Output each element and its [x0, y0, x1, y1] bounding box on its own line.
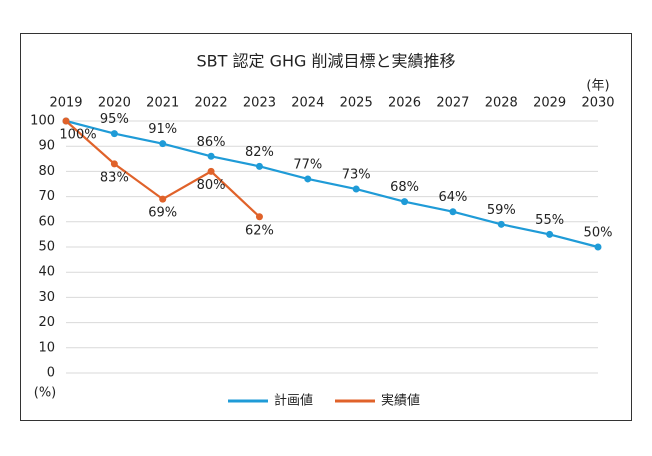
data-label: 91% [148, 122, 177, 137]
data-label: 73% [342, 168, 371, 183]
data-point [110, 160, 118, 168]
frame [20, 33, 632, 421]
x-tick-label: 2023 [243, 96, 276, 111]
data-point [255, 162, 263, 170]
data-point [304, 175, 312, 183]
data-label: 83% [100, 170, 129, 185]
data-label: 55% [535, 213, 564, 228]
x-unit: (年) [586, 79, 609, 94]
data-label: 59% [487, 203, 516, 218]
data-label: 82% [245, 145, 274, 160]
data-label: 62% [245, 223, 274, 238]
y-tick-label: 100 [30, 114, 55, 129]
y-tick-label: 60 [38, 214, 55, 229]
data-point [207, 152, 215, 160]
y-tick-label: 50 [38, 240, 55, 255]
x-tick-label: 2021 [146, 96, 179, 111]
data-point [594, 243, 602, 251]
x-tick-label: 2022 [195, 96, 228, 111]
data-label: 95% [100, 112, 129, 127]
y-tick-label: 10 [38, 340, 55, 355]
data-label: 80% [197, 178, 226, 193]
data-label: 50% [584, 226, 613, 241]
data-point [401, 198, 409, 206]
data-label: 100% [59, 128, 96, 143]
data-point [255, 213, 263, 221]
data-point [159, 195, 167, 203]
y-tick-label: 90 [38, 139, 55, 154]
y-tick-label: 20 [38, 315, 55, 330]
legend-label: 実績値 [381, 393, 420, 409]
data-label: 77% [293, 157, 322, 172]
data-point [62, 117, 70, 125]
data-point [546, 230, 554, 238]
data-point [497, 220, 505, 228]
x-tick-label: 2024 [291, 96, 324, 111]
data-label: 68% [390, 180, 419, 195]
x-tick-label: 2025 [340, 96, 373, 111]
x-tick-label: 2020 [98, 96, 131, 111]
data-label: 69% [148, 206, 177, 221]
x-tick-label: 2029 [533, 96, 566, 111]
chart-title: SBT 認定 GHG 削減目標と実績推移 [197, 52, 456, 71]
y-unit: (%) [34, 386, 57, 401]
y-tick-label: 30 [38, 290, 55, 305]
x-tick-label: 2027 [436, 96, 469, 111]
y-tick-label: 0 [47, 366, 55, 381]
data-point [207, 167, 215, 175]
data-point [352, 185, 360, 193]
data-label: 64% [438, 190, 467, 205]
data-point [110, 130, 118, 138]
data-point [449, 208, 457, 216]
y-tick-label: 70 [38, 189, 55, 204]
data-point [159, 140, 167, 148]
x-tick-label: 2030 [581, 96, 614, 111]
legend-label: 計画値 [274, 393, 313, 409]
x-tick-label: 2019 [49, 96, 82, 111]
y-tick-label: 40 [38, 265, 55, 280]
x-tick-label: 2026 [388, 96, 421, 111]
series-line [65, 119, 599, 249]
x-tick-label: 2028 [485, 96, 518, 111]
y-tick-label: 80 [38, 164, 55, 179]
data-label: 86% [197, 135, 226, 150]
